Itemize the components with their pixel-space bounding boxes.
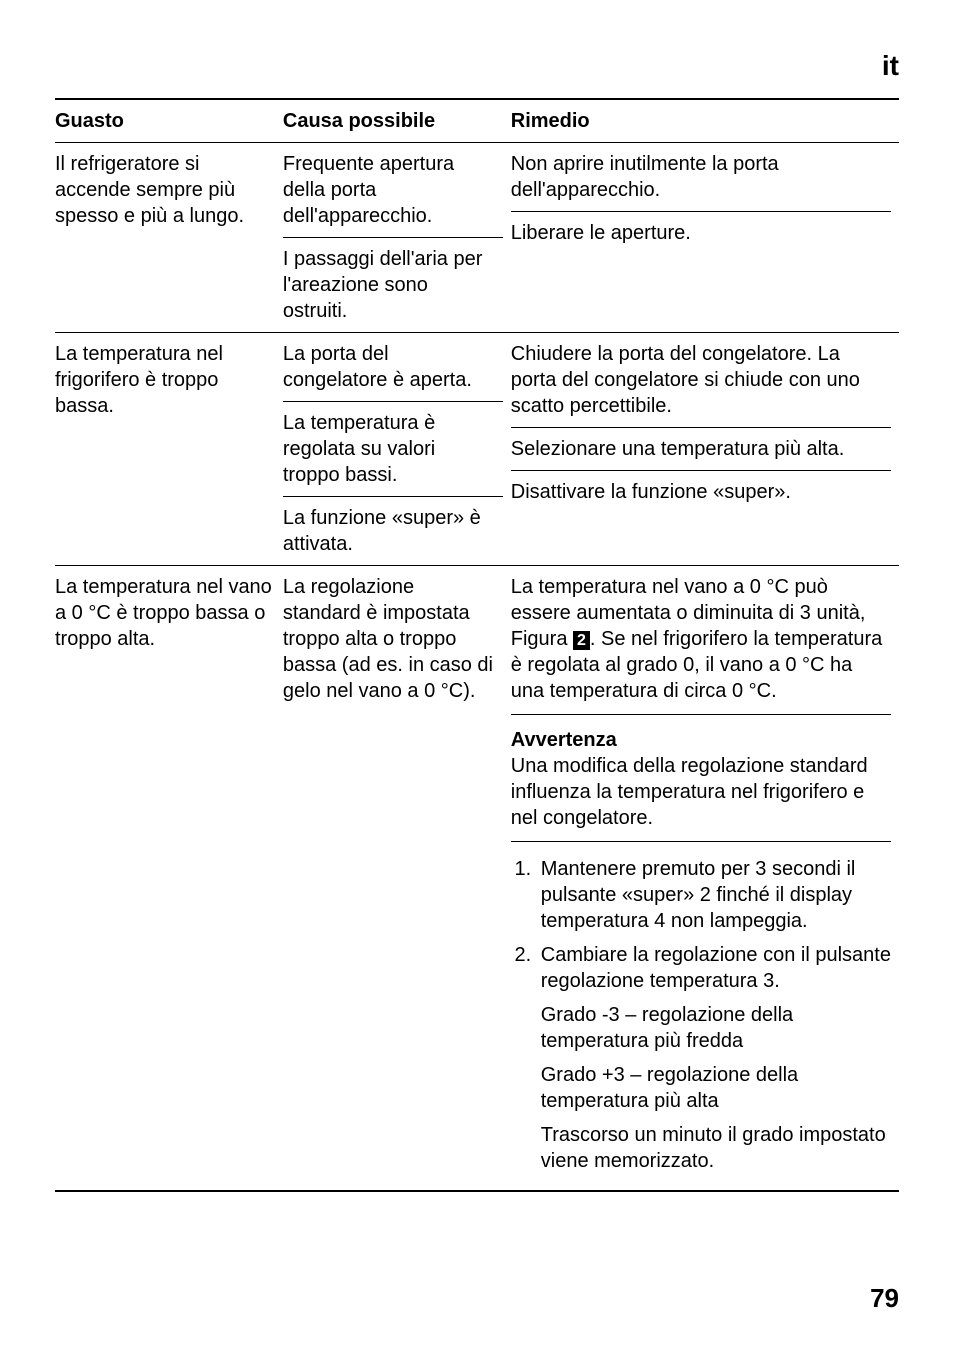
avvertenza-text: Una modifica della regolazione standard … xyxy=(511,753,891,831)
header-rimedio: Rimedio xyxy=(511,99,899,143)
grado-plus: Grado +3 – regolazione della temperatura… xyxy=(541,1062,891,1114)
figure-reference: 2 xyxy=(573,631,590,650)
rimedio-text: Non aprire inutilmente la porta dell'app… xyxy=(511,151,891,211)
cell-causa: Frequente apertura della porta dell'appa… xyxy=(283,143,511,333)
cell-guasto: La temperatura nel frigorifero è troppo … xyxy=(55,333,283,566)
table-row: La temperatura nel vano a 0 °C è troppo … xyxy=(55,566,899,1192)
troubleshooting-table: Guasto Causa possibile Rimedio Il refrig… xyxy=(55,98,899,1192)
rimedio-text: Liberare le aperture. xyxy=(511,211,891,246)
table-row: Il refrigeratore si accende sempre più s… xyxy=(55,143,899,333)
steps-block: Mantenere premuto per 3 secondi il pulsa… xyxy=(511,841,891,1174)
header-causa: Causa possibile xyxy=(283,99,511,143)
causa-text: I passaggi dell'aria per l'areazione son… xyxy=(283,237,503,324)
final-note: Trascorso un minuto il grado impostato v… xyxy=(541,1122,891,1174)
causa-text: La temperatura è regolata su valori trop… xyxy=(283,401,503,496)
cell-rimedio: Non aprire inutilmente la porta dell'app… xyxy=(511,143,899,333)
causa-text: La funzione «super» è attivata. xyxy=(283,496,503,557)
rimedio-text: Chiudere la porta del congelatore. La po… xyxy=(511,341,891,427)
list-item: Mantenere premuto per 3 secondi il pulsa… xyxy=(537,856,891,934)
cell-rimedio: La temperatura nel vano a 0 °C può esser… xyxy=(511,566,899,1192)
page-number: 79 xyxy=(870,1283,899,1314)
avvertenza-heading: Avvertenza xyxy=(511,727,891,753)
rimedio-text: Selezionare una temperatura più alta. xyxy=(511,427,891,470)
cell-guasto: Il refrigeratore si accende sempre più s… xyxy=(55,143,283,333)
troubleshooting-table-container: Guasto Causa possibile Rimedio Il refrig… xyxy=(55,98,899,1192)
step-text: Cambiare la regolazione con il pulsante … xyxy=(541,944,891,992)
rimedio-text: Disattivare la funzione «super». xyxy=(511,470,891,505)
header-guasto: Guasto xyxy=(55,99,283,143)
causa-text: Frequente apertura della porta dell'appa… xyxy=(283,151,503,237)
steps-list: Mantenere premuto per 3 secondi il pulsa… xyxy=(511,856,891,1174)
causa-text: La porta del congelatore è aperta. xyxy=(283,341,503,401)
rimedio-intro: La temperatura nel vano a 0 °C può esser… xyxy=(511,574,891,714)
causa-text: La regolazione standard è impostata trop… xyxy=(283,574,503,704)
grado-minus: Grado -3 – regolazione della temperatura… xyxy=(541,1002,891,1054)
list-item: Cambiare la regolazione con il pulsante … xyxy=(537,942,891,1174)
table-header-row: Guasto Causa possibile Rimedio xyxy=(55,99,899,143)
cell-causa: La regolazione standard è impostata trop… xyxy=(283,566,511,1192)
cell-rimedio: Chiudere la porta del congelatore. La po… xyxy=(511,333,899,566)
table-row: La temperatura nel frigorifero è troppo … xyxy=(55,333,899,566)
language-label: it xyxy=(882,50,899,82)
cell-causa: La porta del congelatore è aperta. La te… xyxy=(283,333,511,566)
avvertenza-block: Avvertenza Una modifica della regolazion… xyxy=(511,714,891,841)
cell-guasto: La temperatura nel vano a 0 °C è troppo … xyxy=(55,566,283,1192)
